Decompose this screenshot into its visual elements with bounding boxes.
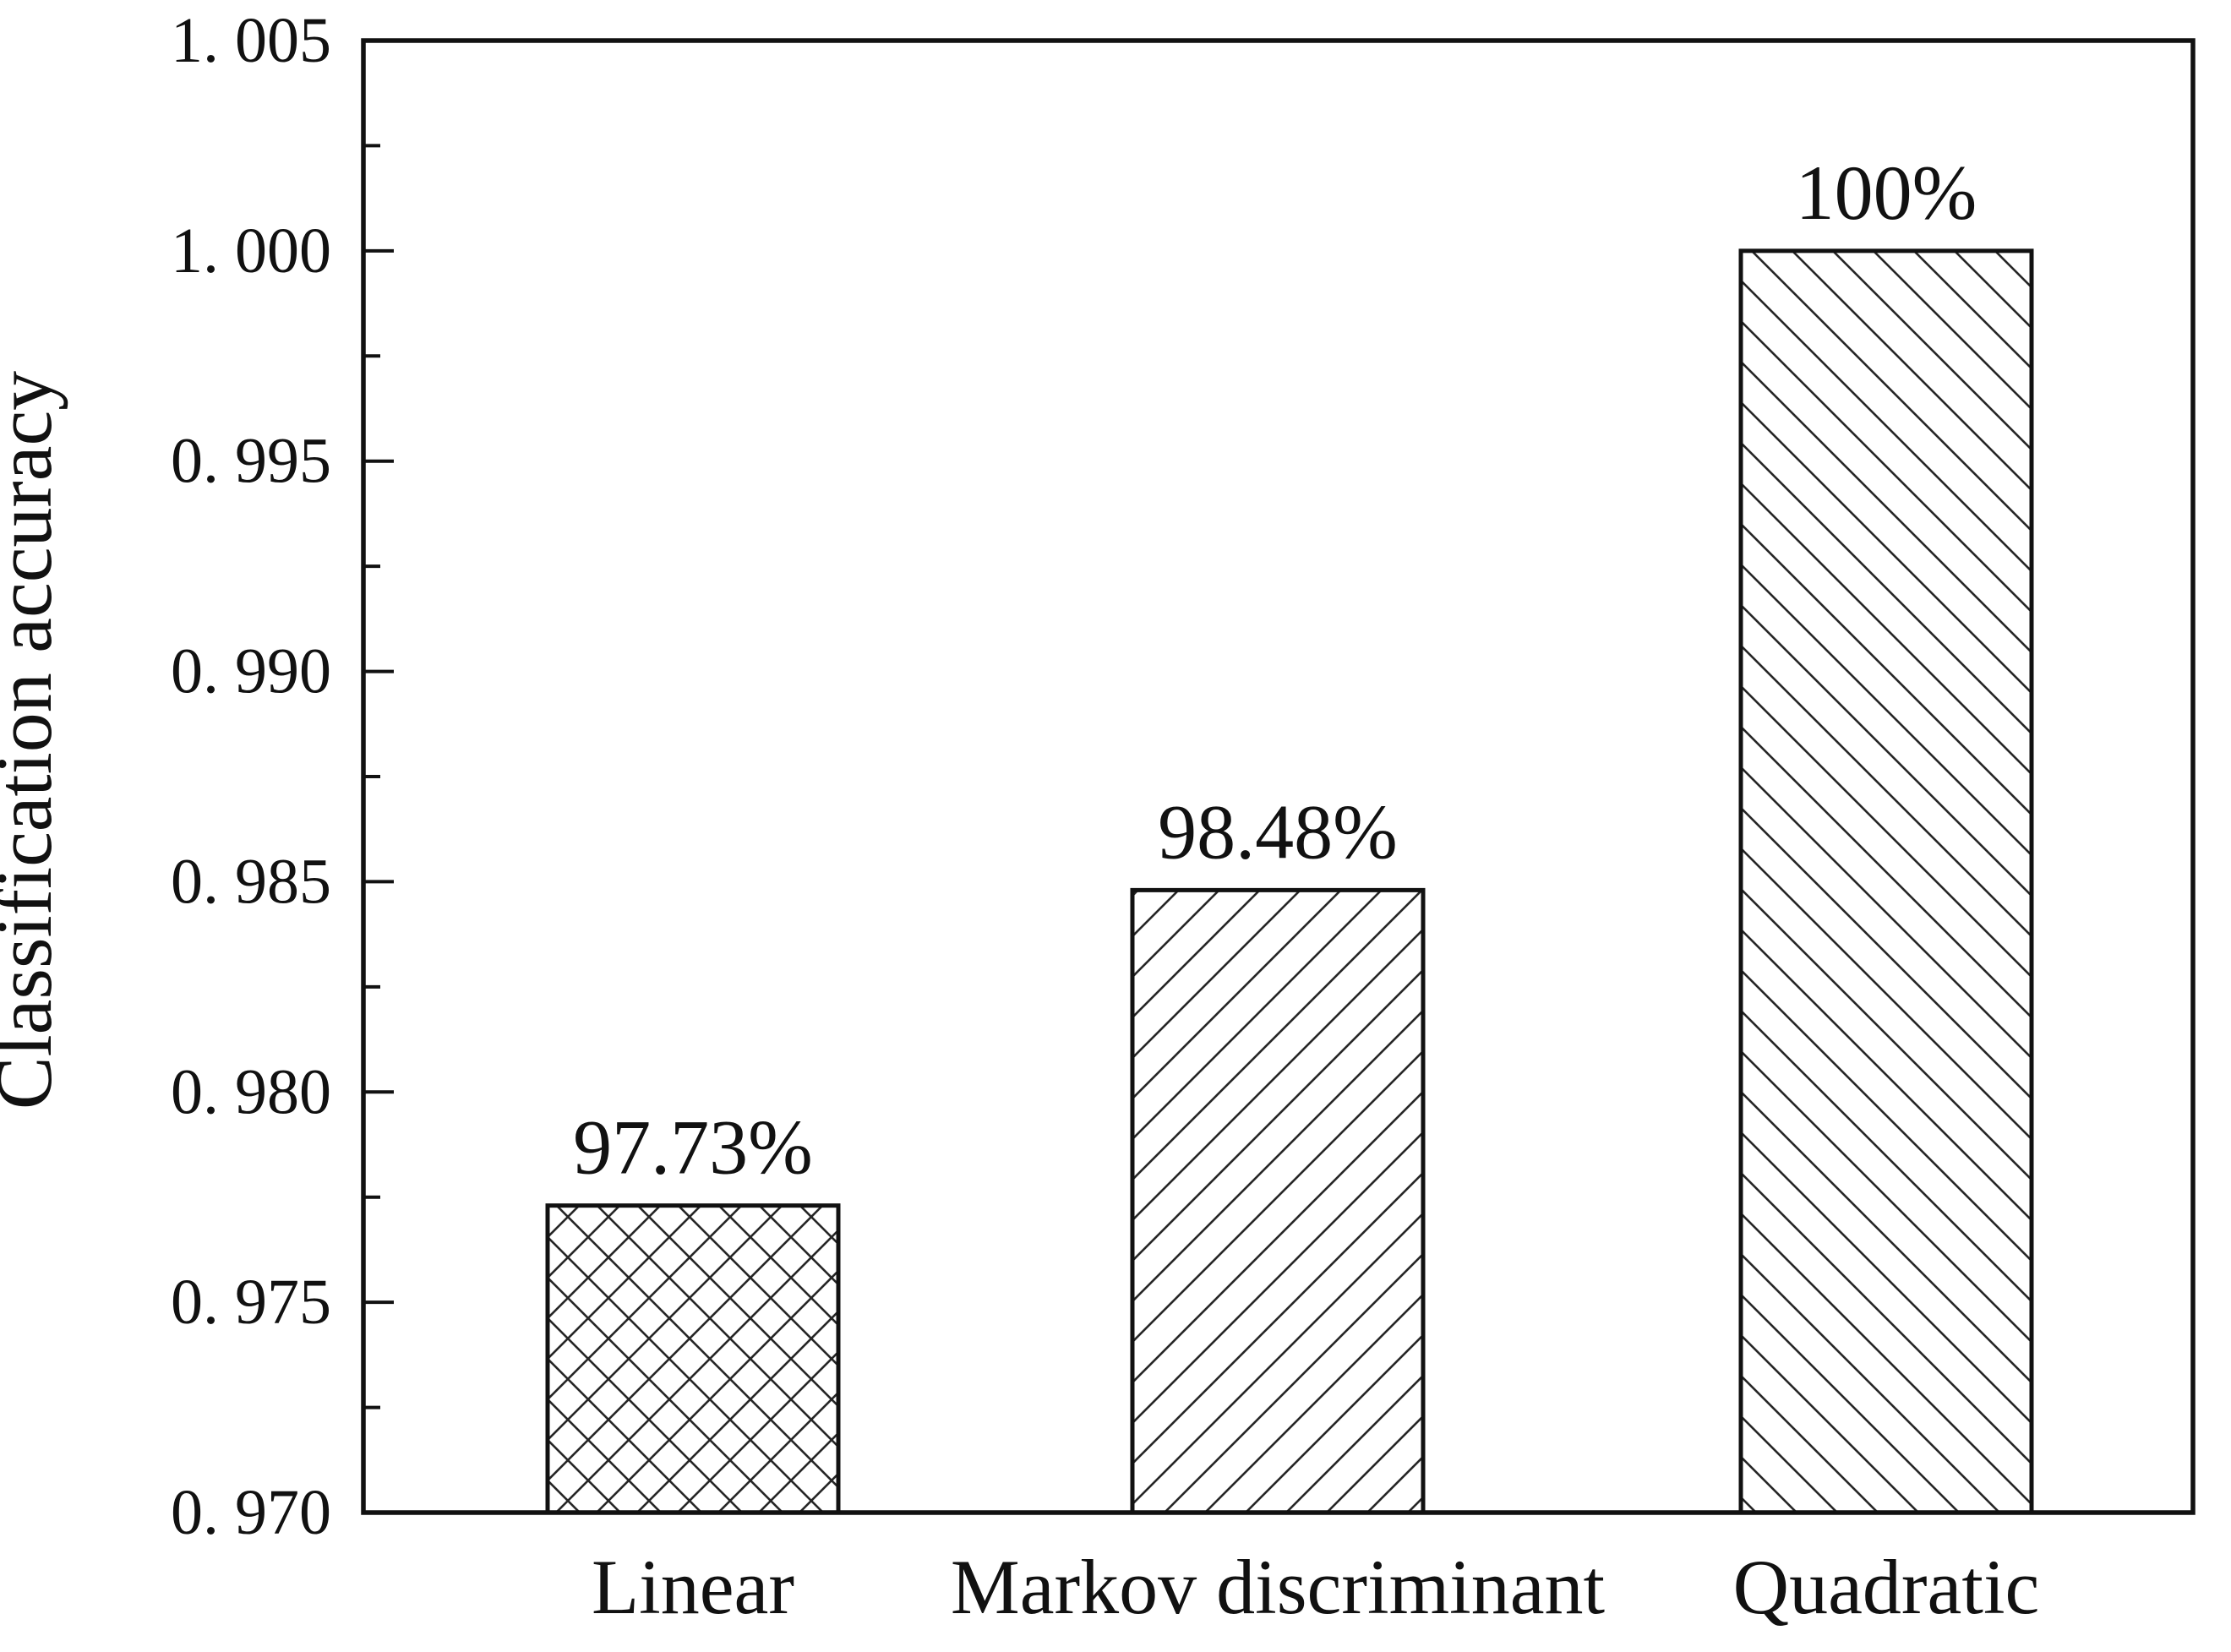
bar	[1130, 887, 1426, 1515]
y-tick-label: 0. 980	[171, 1056, 331, 1127]
y-tick-label: 1. 000	[171, 215, 331, 286]
y-tick-label: 0. 995	[171, 426, 331, 497]
bar	[1738, 248, 2034, 1515]
y-axis-title: Classification accuracy	[0, 371, 68, 1110]
bar-group-markov-discriminant: 98.48% Markov discriminant	[951, 788, 1606, 1630]
bar-group-quadratic: 100% Quadratic	[1733, 150, 2040, 1630]
bar-group-linear: 97.73% Linear	[545, 1104, 841, 1630]
x-category-label: Linear	[592, 1544, 794, 1630]
y-tick-label: 0. 985	[171, 846, 331, 917]
x-category-label: Markov discriminant	[951, 1544, 1606, 1630]
x-category-label: Quadratic	[1733, 1544, 2040, 1630]
y-tick-label: 0. 970	[171, 1477, 331, 1548]
y-tick-label: 0. 990	[171, 636, 331, 707]
bar-value-label: 97.73%	[573, 1104, 813, 1191]
bar-value-label: 100%	[1796, 150, 1977, 236]
bar-value-label: 98.48%	[1158, 788, 1398, 875]
y-tick-label: 1. 005	[171, 5, 331, 76]
y-tick-label: 0. 975	[171, 1267, 331, 1338]
bar	[545, 1203, 841, 1515]
